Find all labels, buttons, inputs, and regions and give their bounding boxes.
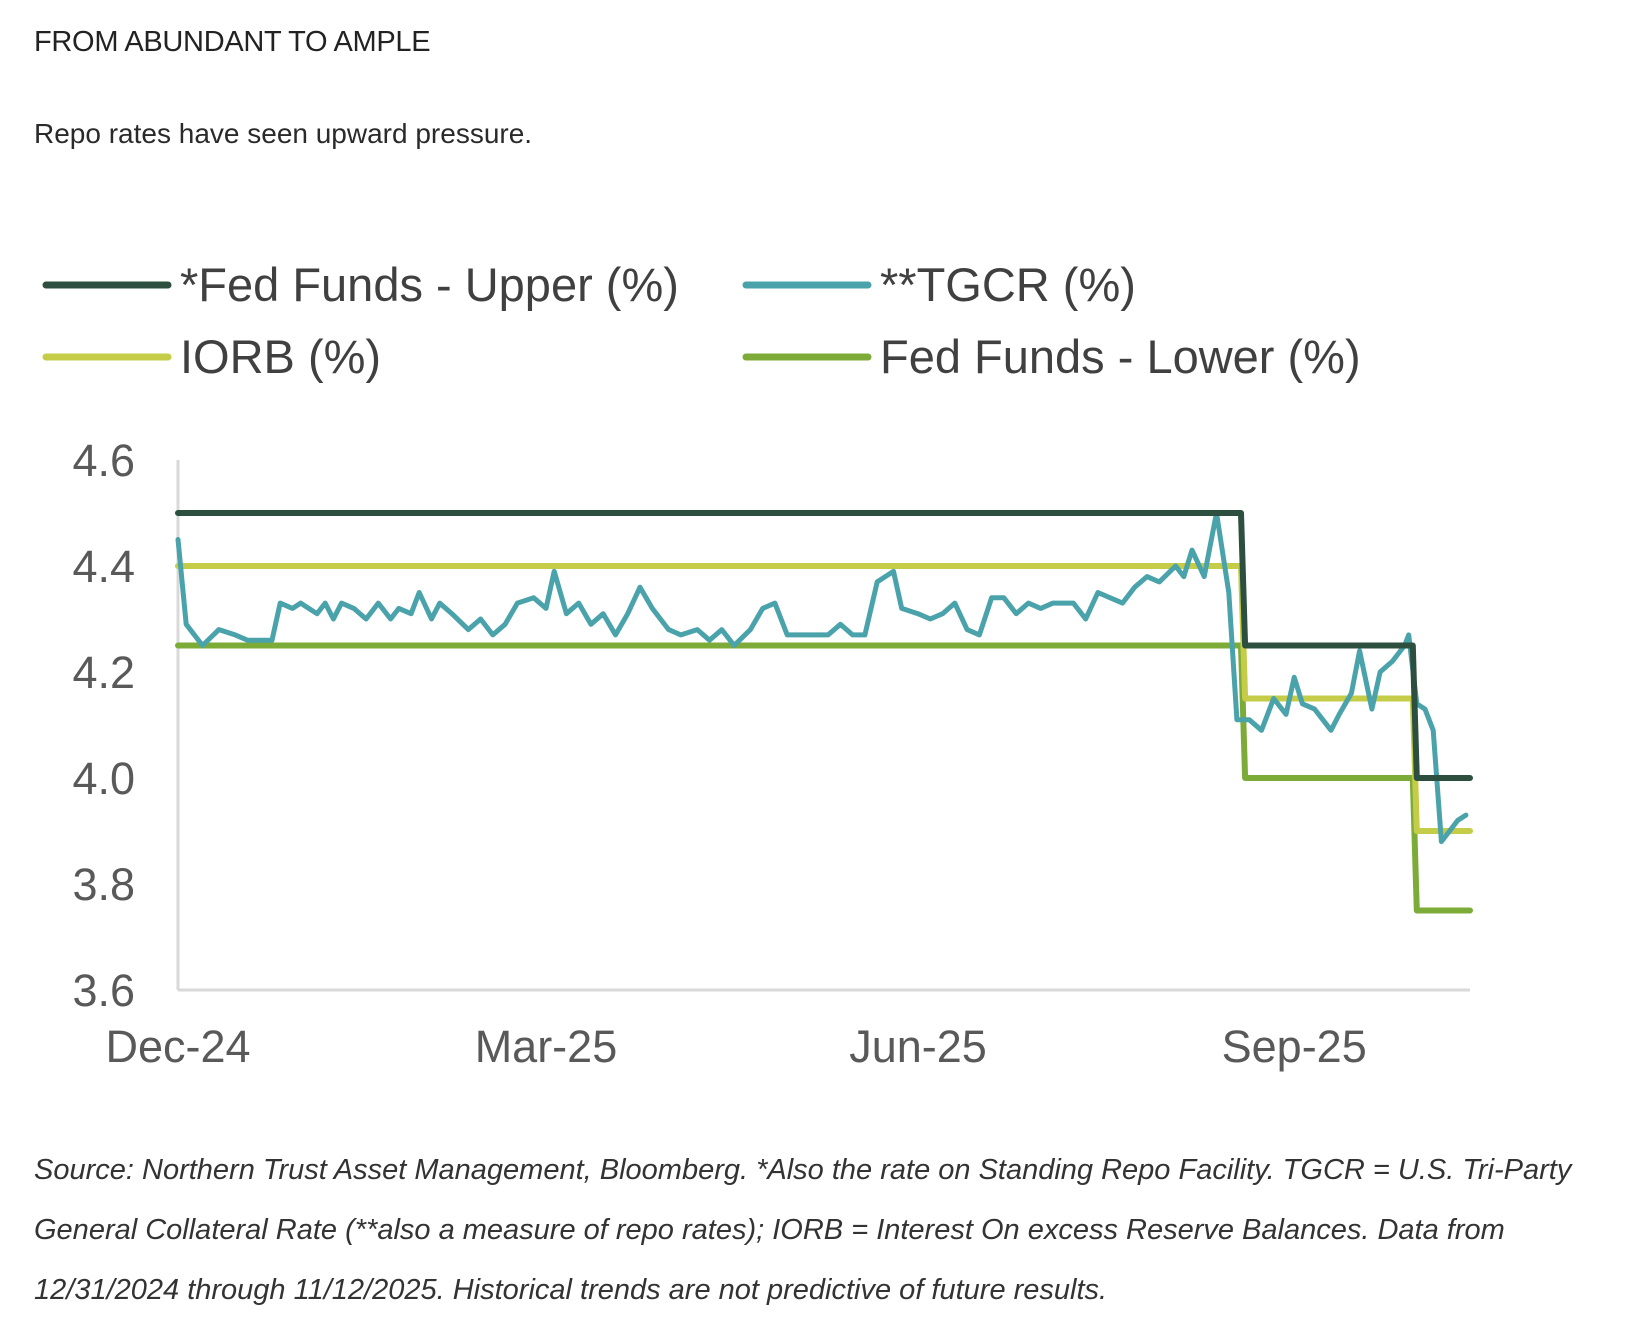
y-tick-label: 4.4 xyxy=(72,541,135,592)
legend-item-fed-funds-lower: Fed Funds - Lower (%) xyxy=(742,330,1361,383)
x-tick-label: Dec-24 xyxy=(105,1021,250,1072)
x-axis-ticks: Dec-24 Mar-25 Jun-25 Sep-25 xyxy=(105,1021,1366,1072)
chart-legend: *Fed Funds - Upper (%) **TGCR (%) IORB (%)… xyxy=(42,258,1361,383)
legend-label: *Fed Funds - Upper (%) xyxy=(180,258,679,311)
line-chart: *Fed Funds - Upper (%) **TGCR (%) IORB (%)… xyxy=(42,258,1473,1072)
y-tick-label: 3.6 xyxy=(72,965,135,1016)
page-title: FROM ABUNDANT TO AMPLE xyxy=(34,26,431,58)
x-tick-label: Jun-25 xyxy=(849,1021,987,1072)
x-tick-label: Sep-25 xyxy=(1222,1021,1367,1072)
legend-label: IORB (%) xyxy=(180,330,381,383)
iorb-line xyxy=(175,563,1473,834)
fed-funds-lower-line xyxy=(175,642,1473,914)
y-tick-label: 4.0 xyxy=(72,753,135,804)
tgcr-line xyxy=(175,510,1469,845)
legend-item-fed-funds-upper: *Fed Funds - Upper (%) xyxy=(42,258,679,311)
y-axis-ticks: 4.6 4.4 4.2 4.0 3.8 3.6 xyxy=(72,435,135,1016)
page-subtitle: Repo rates have seen upward pressure. xyxy=(34,118,533,149)
chart-series xyxy=(175,510,1473,914)
legend-label: Fed Funds - Lower (%) xyxy=(880,330,1361,383)
fed-funds-upper-line xyxy=(175,510,1473,781)
y-tick-label: 4.2 xyxy=(72,647,135,698)
y-tick-label: 3.8 xyxy=(72,859,135,910)
chart-axes xyxy=(176,460,1470,992)
x-tick-label: Mar-25 xyxy=(475,1021,618,1072)
legend-item-iorb: IORB (%) xyxy=(42,330,381,383)
source-note: Source: Northern Trust Asset Management,… xyxy=(34,1154,1572,1306)
legend-label: **TGCR (%) xyxy=(880,258,1136,311)
legend-item-tgcr: **TGCR (%) xyxy=(742,258,1136,311)
y-tick-label: 4.6 xyxy=(72,435,135,486)
